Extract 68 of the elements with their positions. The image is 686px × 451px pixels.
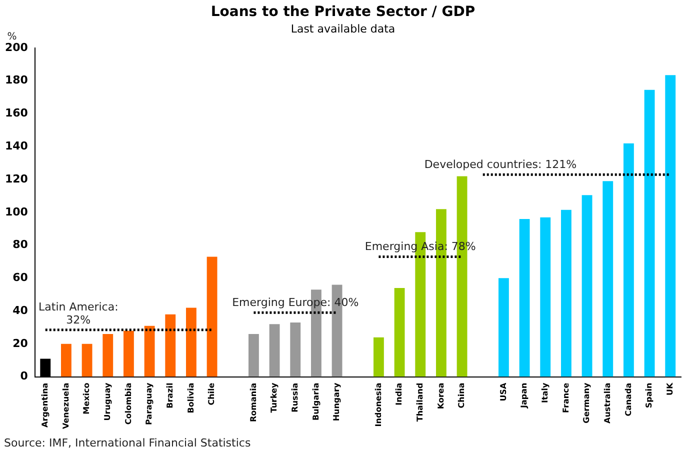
bar <box>82 344 92 377</box>
y-tick-label: 40 <box>12 304 28 317</box>
y-tick-label: 20 <box>12 336 28 350</box>
y-tick-label: 140 <box>4 139 28 152</box>
x-tick-label: Korea <box>436 382 446 410</box>
annotation: Latin America: 32% <box>38 300 118 326</box>
bar <box>374 337 384 377</box>
bar <box>540 217 551 377</box>
bar <box>665 75 676 377</box>
x-tick-label: Canada <box>624 382 633 416</box>
x-tick-label: Brazil <box>165 382 174 408</box>
x-tick-label: China <box>457 382 466 408</box>
bar <box>290 322 301 377</box>
bar <box>394 288 405 377</box>
x-tick-label: Australia <box>602 382 612 424</box>
y-tick-label: 100 <box>4 205 28 218</box>
x-tick-label: USA <box>498 382 508 402</box>
x-tick-label: Uruguay <box>102 382 112 421</box>
bar <box>644 90 655 377</box>
y-tick-label: 180 <box>4 74 28 87</box>
x-tick-label: Venezuela <box>61 382 70 429</box>
bar <box>186 308 196 377</box>
y-tick-label: 160 <box>4 106 28 120</box>
x-tick-label: France <box>561 382 570 413</box>
x-tick-label: Thailand <box>415 382 424 422</box>
bar <box>165 314 176 377</box>
x-tick-label: Paraguay <box>144 382 154 425</box>
x-tick-label: Italy <box>540 382 550 403</box>
bar <box>206 256 218 377</box>
x-tick-label: Japan <box>520 382 529 409</box>
chart-subtitle: Last available data <box>290 22 396 36</box>
bar <box>582 195 592 377</box>
x-tick-label: India <box>394 382 404 406</box>
x-tick-label: Russia <box>290 382 300 412</box>
bar <box>144 326 155 377</box>
bar <box>269 324 280 377</box>
x-tick-label: Indonesia <box>374 382 383 427</box>
x-tick-label: Spain <box>644 382 654 408</box>
y-tick-label: 120 <box>4 172 28 186</box>
x-tick-label: Colombia <box>124 382 133 425</box>
source-note: Source: IMF, International Financial Statistics <box>4 436 251 450</box>
bar <box>602 181 614 377</box>
x-tick-label: Chile <box>207 382 216 406</box>
x-tick-label: Bolivia <box>186 382 196 414</box>
x-tick-label: UK <box>665 382 674 396</box>
y-axis-title: % <box>7 32 17 43</box>
y-tick-label: 200 <box>4 40 28 54</box>
x-tick-label: Mexico <box>82 382 92 414</box>
bar <box>498 278 509 377</box>
bar <box>61 344 72 377</box>
bar <box>248 334 259 377</box>
y-tick-label: 80 <box>12 238 28 252</box>
y-tick-label: 60 <box>12 271 28 284</box>
x-tick-label: Romania <box>248 382 258 422</box>
bar <box>623 143 634 377</box>
x-tick-label: Germany <box>582 382 592 424</box>
bar <box>124 330 134 377</box>
annotation: Emerging Europe: 40% <box>232 296 359 310</box>
chart-title: Loans to the Private Sector / GDP <box>210 4 476 20</box>
x-tick-label: Argentina <box>40 382 50 428</box>
x-tick-label: Hungary <box>332 382 342 422</box>
x-tick-label: Bulgaria <box>311 382 320 421</box>
bar <box>560 210 572 377</box>
x-tick-label: Turkey <box>270 382 279 413</box>
bar <box>519 218 530 377</box>
bar <box>102 334 114 377</box>
annotation: Developed countries: 121% <box>424 158 577 171</box>
y-tick-label: 0 <box>20 370 28 383</box>
